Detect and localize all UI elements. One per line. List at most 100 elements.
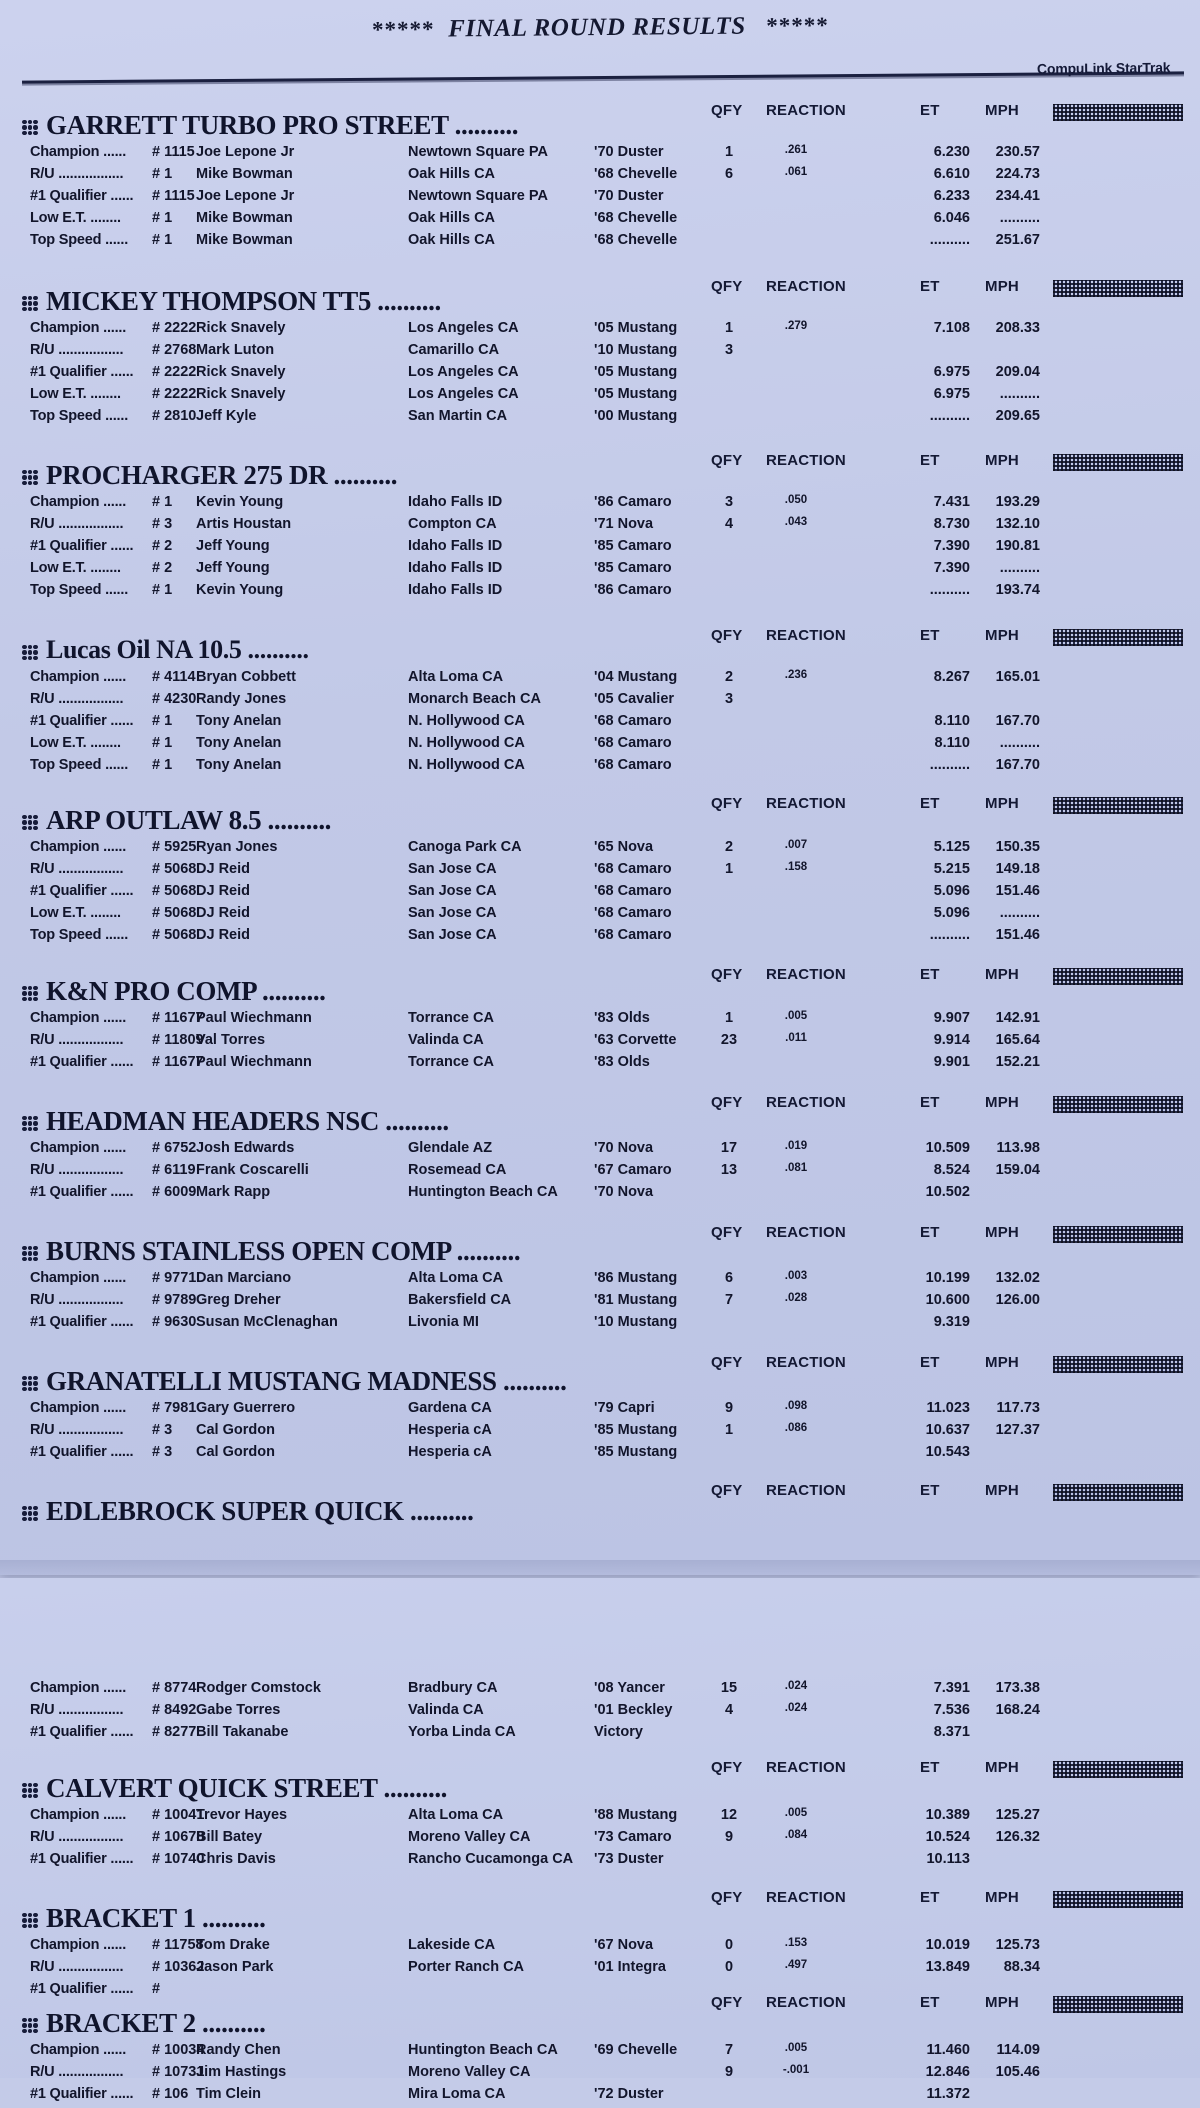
column-header-qfy: QFY	[711, 102, 743, 119]
barcode-strip	[1053, 1761, 1183, 1778]
elapsed-time: ..........	[929, 232, 970, 248]
row-label: Champion ......	[30, 1140, 127, 1156]
speed-mph: 224.73	[995, 166, 1040, 182]
racer-car: '68 Camaro	[594, 905, 672, 921]
racer-name: Bryan Cobbett	[196, 669, 296, 685]
racer-number: # 10034	[152, 2042, 205, 2058]
racer-number: # 8277	[152, 1724, 197, 1740]
result-row: R/U ................. # 1 Mike Bowman Oak H…	[0, 166, 1200, 188]
class-block: GRANATELLI MUSTANG MADNESS .......... QFY…	[0, 1354, 1200, 1466]
racer-car: '68 Chevelle	[594, 210, 678, 226]
column-header-et: ET	[920, 1759, 940, 1776]
racer-name: Bill Batey	[196, 1829, 263, 1845]
class-title: K&N PRO COMP ..........	[46, 976, 326, 1006]
racer-name: Rick Snavely	[196, 320, 286, 336]
racer-car: '10 Mustang	[594, 342, 678, 358]
speed-mph: 168.24	[995, 1702, 1040, 1718]
row-label: #1 Qualifier ......	[30, 1054, 134, 1070]
qualify-position: 9	[724, 2064, 734, 2080]
racer-number: # 6009	[152, 1184, 197, 1200]
grid-dots-icon	[22, 1246, 38, 1261]
racer-car: '88 Mustang	[594, 1807, 678, 1823]
racer-car: '86 Camaro	[594, 582, 672, 598]
racer-number: # 1	[152, 166, 173, 182]
racer-number: # 1	[152, 582, 173, 598]
racer-car: '05 Cavalier	[594, 691, 675, 707]
racer-number: # 10041	[152, 1807, 205, 1823]
racer-city: Huntington Beach CA	[408, 2042, 558, 2058]
class-block: BURNS STAINLESS OPEN COMP .......... QFY R…	[0, 1224, 1200, 1336]
result-row: Champion ...... # 6752 Josh Edwards Glendal…	[0, 1140, 1200, 1162]
column-header-qfy: QFY	[711, 1759, 743, 1776]
reaction-time: .086	[784, 1422, 808, 1434]
qualify-position: 3	[724, 494, 734, 510]
speed-mph: 151.46	[995, 883, 1040, 899]
column-header-et: ET	[920, 1354, 940, 1371]
racer-car: '05 Mustang	[594, 364, 678, 380]
elapsed-time: 10.543	[925, 1444, 970, 1460]
racer-name: Rick Snavely	[196, 386, 286, 402]
row-label: #1 Qualifier ......	[30, 1981, 134, 1997]
row-label: Low E.T. ........	[30, 560, 121, 576]
result-row: R/U ................. # 3 Artis Houstan Com…	[0, 516, 1200, 538]
speed-mph: 159.04	[995, 1162, 1040, 1178]
result-row: Champion ...... # 10041 Trevor Hayes Alta L…	[0, 1807, 1200, 1829]
column-header-mph: MPH	[985, 627, 1019, 644]
column-header-qfy: QFY	[711, 278, 743, 295]
speed-mph: ..........	[999, 386, 1040, 402]
elapsed-time: 11.460	[926, 2042, 970, 2058]
racer-name: DJ Reid	[196, 861, 250, 877]
racer-name: Jeff Young	[196, 538, 270, 554]
racer-city: Los Angeles CA	[408, 364, 519, 380]
speed-mph: ..........	[999, 735, 1040, 751]
row-label: R/U .................	[30, 2064, 124, 2080]
racer-city: Idaho Falls ID	[408, 494, 503, 510]
elapsed-time: 6.046	[933, 210, 970, 226]
qualify-position: 15	[720, 1680, 738, 1696]
speed-mph: 208.33	[995, 320, 1040, 336]
racer-city: Torrance CA	[408, 1054, 494, 1070]
racer-city: Valinda CA	[408, 1702, 484, 1718]
racer-city: Yorba Linda CA	[408, 1724, 516, 1740]
racer-number: # 2810	[152, 408, 197, 424]
result-row: R/U ................. # 9789 Greg Dreher Ba…	[0, 1292, 1200, 1314]
racer-name: Dan Marciano	[196, 1270, 292, 1286]
result-row: Top Speed ...... # 1 Mike Bowman Oak Hills …	[0, 232, 1200, 254]
class-header: GARRETT TURBO PRO STREET .......... QFY RE…	[0, 102, 1200, 144]
column-header-et: ET	[920, 1889, 940, 1906]
racer-city: Monarch Beach CA	[408, 691, 541, 707]
qualify-position: 2	[724, 669, 734, 685]
result-row: R/U ................. # 2768 Mark Luton Cam…	[0, 342, 1200, 364]
racer-car: '68 Chevelle	[594, 232, 678, 248]
speed-mph: 209.65	[995, 408, 1040, 424]
column-header-rea: REACTION	[766, 1094, 846, 1111]
racer-name: Greg Dreher	[196, 1292, 281, 1308]
column-header-qfy: QFY	[711, 1224, 743, 1241]
qualify-position: 1	[724, 861, 734, 877]
elapsed-time: 10.113	[926, 1851, 970, 1867]
racer-city: Oak Hills CA	[408, 232, 496, 248]
racer-car: '71 Nova	[594, 516, 654, 532]
racer-city: Canoga Park CA	[408, 839, 522, 855]
reaction-time: .153	[784, 1937, 808, 1949]
racer-number: # 4114	[152, 669, 196, 685]
reaction-time: .158	[784, 861, 808, 873]
racer-number: # 10362	[152, 1959, 205, 1975]
racer-city: Lakeside CA	[408, 1937, 496, 1953]
qualify-position: 1	[724, 1422, 734, 1438]
elapsed-time: 10.637	[925, 1422, 970, 1438]
racer-city: San Martin CA	[408, 408, 508, 424]
class-rows: Champion ...... # 11677 Paul Wiechmann Torr…	[0, 1010, 1200, 1076]
reaction-time: .497	[784, 1959, 808, 1971]
speed-mph: 126.32	[995, 1829, 1040, 1845]
racer-city: Los Angeles CA	[408, 320, 519, 336]
column-header-rea: REACTION	[766, 1354, 846, 1371]
qualify-position: 3	[724, 342, 734, 358]
racer-city: Alta Loma CA	[408, 1807, 504, 1823]
column-header-mph: MPH	[985, 1224, 1019, 1241]
class-rows: Champion ...... # 1115 Joe Lepone Jr Newtow…	[0, 144, 1200, 254]
column-header-rea: REACTION	[766, 452, 846, 469]
racer-car: '68 Camaro	[594, 883, 672, 899]
racer-car: '63 Corvette	[594, 1032, 677, 1048]
row-label: Low E.T. ........	[30, 735, 121, 751]
